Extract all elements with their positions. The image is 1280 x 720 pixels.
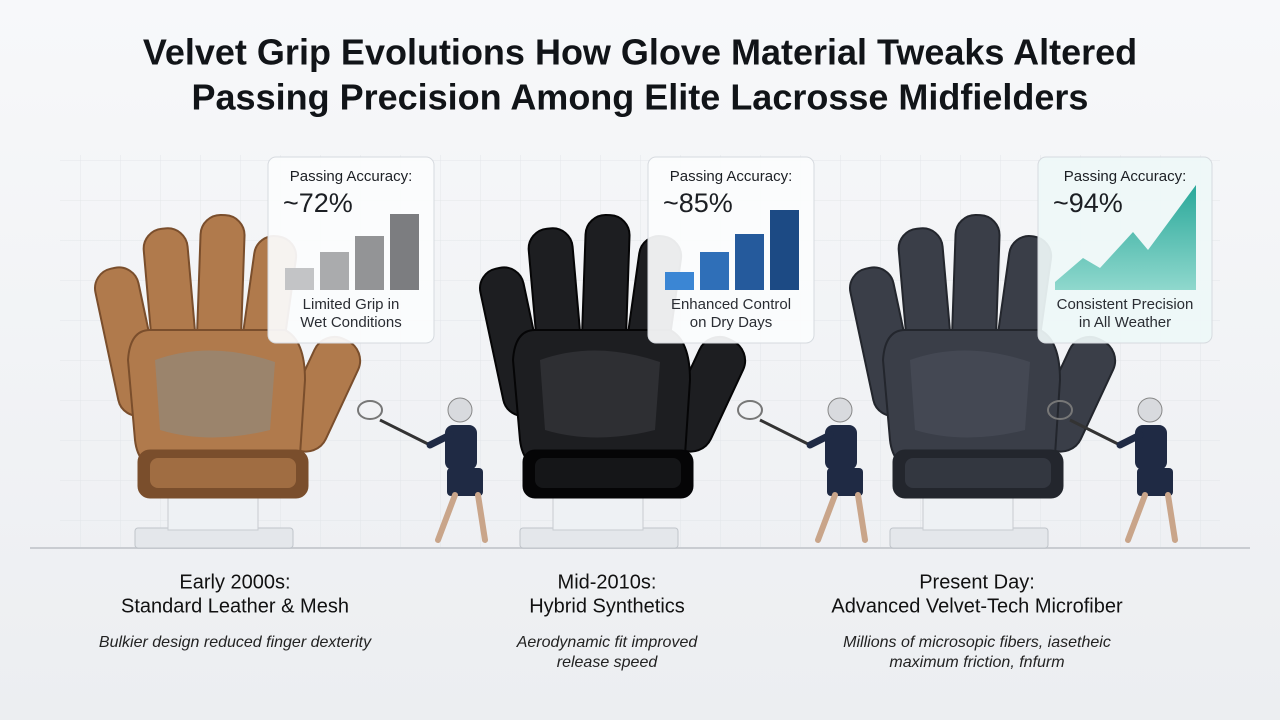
- mini-bar: [355, 236, 384, 290]
- description: release speed: [557, 654, 659, 671]
- player-stick-head: [357, 400, 383, 420]
- player-shorts: [827, 468, 863, 496]
- card-note: Consistent Precision: [1057, 296, 1194, 313]
- player-leg: [475, 492, 488, 543]
- card-panel: [647, 156, 815, 344]
- mini-area: [1055, 185, 1196, 290]
- material-label: Standard Leather & Mesh: [121, 595, 349, 617]
- player-shorts: [1137, 468, 1173, 496]
- glove: [849, 214, 1117, 549]
- accuracy-card: Passing Accuracy: ~85% Enhanced Controlon …: [647, 156, 815, 344]
- player-leg: [815, 492, 838, 543]
- era-label: Present Day:: [919, 571, 1035, 593]
- glove-mesh: [540, 350, 660, 438]
- description: Millions of microsopic fibers, iasetheic: [843, 634, 1111, 651]
- player-leg: [435, 492, 458, 543]
- mini-bar: [665, 272, 694, 290]
- lacrosse-player: [357, 397, 488, 543]
- glove-cuff-strap: [150, 458, 296, 488]
- player-helmet: [447, 397, 473, 423]
- card-note: Enhanced Control: [671, 296, 791, 313]
- card-value: ~72%: [283, 188, 353, 218]
- card-note: in All Weather: [1079, 314, 1171, 331]
- mini-bar: [735, 234, 764, 290]
- card-value: ~94%: [1053, 188, 1123, 218]
- glove-stand: [889, 527, 1049, 549]
- mini-bar: [770, 210, 799, 290]
- player-shorts: [447, 468, 483, 496]
- title-line: Velvet Grip Evolutions How Glove Materia…: [143, 32, 1137, 73]
- card-value: ~85%: [663, 188, 733, 218]
- lacrosse-player: [1047, 397, 1178, 543]
- glove-stand-post: [922, 494, 1014, 531]
- player-leg: [1165, 492, 1178, 543]
- player-helmet: [1137, 397, 1163, 423]
- player-helmet: [827, 397, 853, 423]
- mini-bar: [700, 252, 729, 290]
- card-note: Wet Conditions: [300, 314, 401, 331]
- material-label: Hybrid Synthetics: [529, 595, 685, 617]
- accuracy-card: Passing Accuracy: ~94% Consistent Precisio…: [1037, 156, 1213, 344]
- glove-cuff-strap: [905, 458, 1051, 488]
- card-note: Limited Grip in: [303, 296, 400, 313]
- glove: [94, 214, 362, 549]
- glove-mesh: [910, 350, 1030, 438]
- player-stick-head: [737, 400, 763, 420]
- mini-bar: [320, 252, 349, 290]
- player-arm: [1116, 431, 1144, 449]
- card-label: Passing Accuracy:: [670, 168, 793, 185]
- glove: [479, 214, 747, 549]
- glove-mesh: [155, 350, 275, 438]
- card-panel: [267, 156, 435, 344]
- player-stick-head: [1047, 400, 1073, 420]
- player-leg: [1125, 492, 1148, 543]
- mini-bar: [390, 214, 419, 290]
- card-label: Passing Accuracy:: [290, 168, 413, 185]
- lacrosse-player: [737, 397, 868, 543]
- description: Bulkier design reduced finger dexterity: [99, 634, 372, 651]
- glove-stand: [519, 527, 679, 549]
- glove-cuff-strap: [535, 458, 681, 488]
- accuracy-card: Passing Accuracy: ~72% Limited Grip inWet …: [267, 156, 435, 344]
- player-arm: [806, 431, 834, 449]
- player-stick: [379, 418, 431, 447]
- glove-stand-post: [552, 494, 644, 531]
- player-stick: [1069, 418, 1121, 447]
- card-label: Passing Accuracy:: [1064, 168, 1187, 185]
- description: Aerodynamic fit improved: [516, 634, 699, 651]
- player-stick: [759, 418, 811, 447]
- player-arm: [426, 431, 454, 449]
- era-label: Mid-2010s:: [558, 571, 657, 593]
- glove-stand-post: [167, 494, 259, 531]
- description: maximum friction, fnfurm: [889, 654, 1064, 671]
- material-label: Advanced Velvet-Tech Microfiber: [831, 595, 1123, 617]
- mini-bar: [285, 268, 314, 290]
- player-leg: [855, 492, 868, 543]
- glove-stand: [134, 527, 294, 549]
- card-note: on Dry Days: [690, 314, 773, 331]
- era-label: Early 2000s:: [179, 571, 290, 593]
- title-line: Passing Precision Among Elite Lacrosse M…: [192, 77, 1089, 118]
